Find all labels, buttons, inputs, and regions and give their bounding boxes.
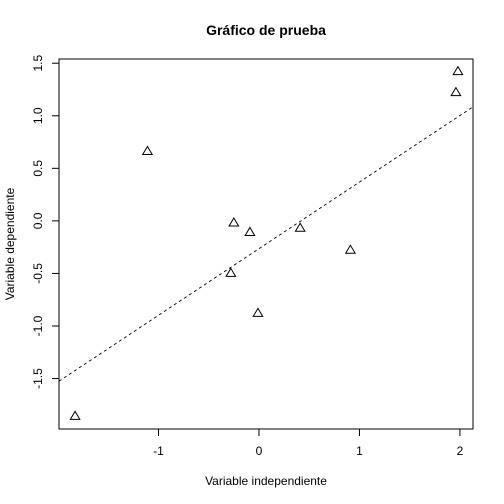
y-tick-label: 0.5 xyxy=(31,160,45,177)
data-point xyxy=(294,222,306,232)
data-point xyxy=(450,86,462,97)
data-point xyxy=(69,410,81,420)
data-point xyxy=(344,244,357,254)
data-point xyxy=(252,307,264,317)
y-tick-label: 0.0 xyxy=(31,212,45,229)
data-point xyxy=(141,145,154,155)
x-tick-label: 2 xyxy=(457,444,464,458)
data-points xyxy=(69,65,464,420)
data-point xyxy=(452,65,464,76)
data-point xyxy=(225,267,237,277)
x-tick-label: 0 xyxy=(256,444,263,458)
x-tick-label: 1 xyxy=(356,444,363,458)
y-tick-label: 1.5 xyxy=(31,55,45,72)
regression-line-group xyxy=(58,106,474,382)
chart-title: Gráfico de prueba xyxy=(206,22,326,38)
data-point xyxy=(228,216,240,227)
x-axis: -1 0 1 2 xyxy=(153,429,464,458)
plot-frame xyxy=(58,58,474,430)
y-tick-label: -0.5 xyxy=(31,263,45,284)
regression-line xyxy=(58,106,474,382)
y-axis: -1.5 -1.0 -0.5 0.0 0.5 1.0 1.5 xyxy=(31,55,59,389)
y-tick-label: -1.5 xyxy=(31,368,45,389)
x-tick-label: -1 xyxy=(153,444,164,458)
y-tick-label: 1.0 xyxy=(31,107,45,124)
y-tick-label: -1.0 xyxy=(31,315,45,336)
data-point xyxy=(244,226,256,236)
x-axis-label: Variable independiente xyxy=(205,474,327,488)
y-axis-label: Variable dependiente xyxy=(3,187,17,300)
